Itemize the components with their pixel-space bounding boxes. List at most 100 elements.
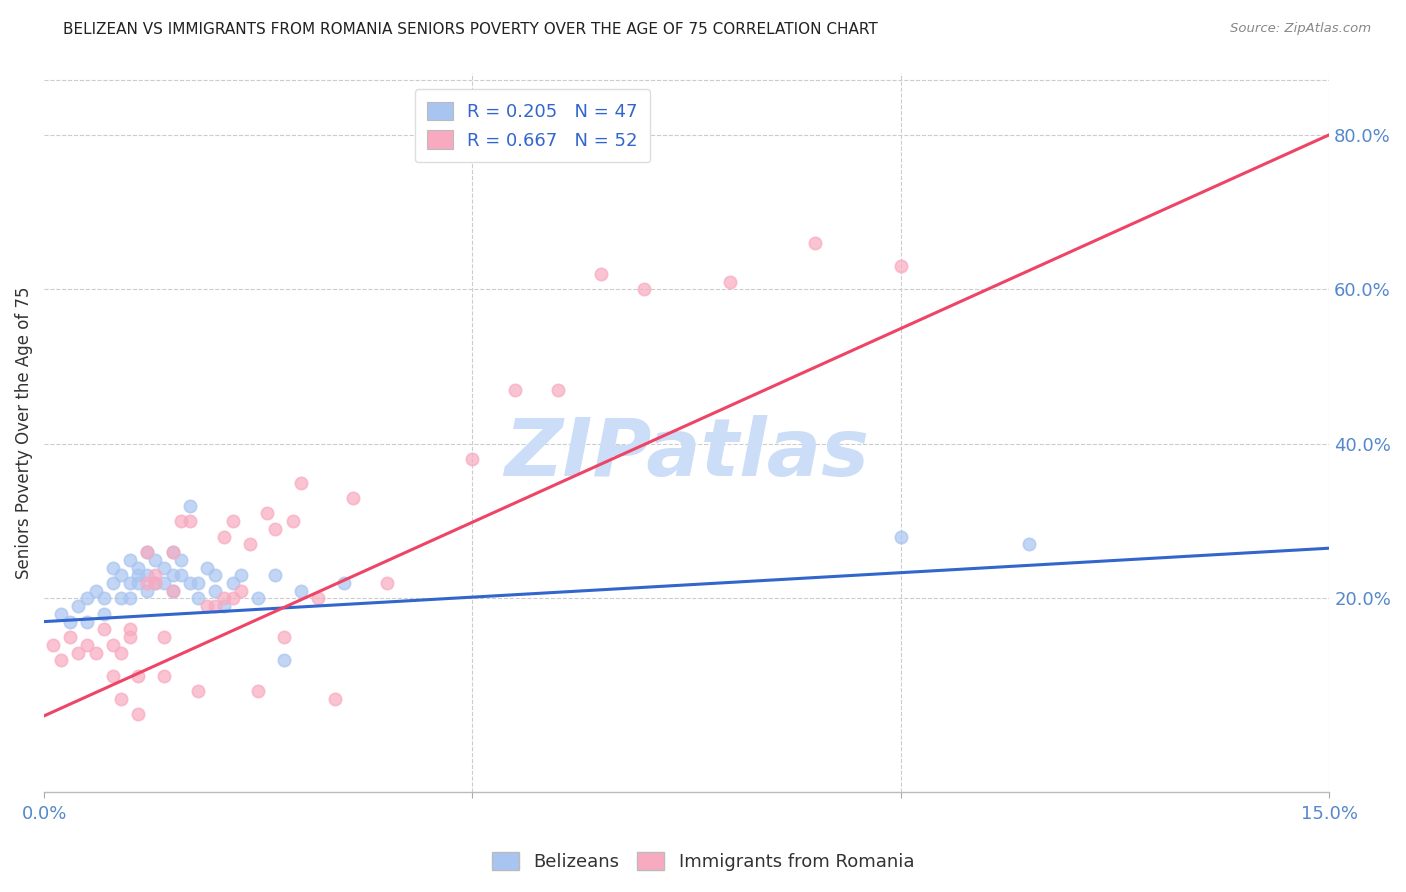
Point (212, 530, 235, 544)
Point (127, 568, 149, 582)
Point (127, 707, 149, 722)
Legend: R = 0.205   N = 47, R = 0.667   N = 52: R = 0.205 N = 47, R = 0.667 N = 52 (415, 89, 650, 162)
Point (135, 545, 157, 559)
Point (179, 576, 201, 591)
Point (127, 576, 149, 591)
Point (195, 599, 218, 614)
Point (231, 583, 253, 598)
Point (1018, 537, 1040, 551)
Point (804, 235, 827, 250)
Point (325, 691, 347, 706)
Point (118, 591, 141, 606)
Point (247, 684, 270, 698)
Point (51, 607, 73, 621)
Point (204, 568, 226, 582)
Point (153, 668, 176, 682)
Point (204, 599, 226, 614)
Point (333, 576, 356, 591)
Point (110, 691, 132, 706)
Point (145, 576, 167, 591)
Point (290, 583, 312, 598)
Point (195, 560, 218, 574)
Point (204, 583, 226, 598)
Point (93, 607, 115, 621)
Text: BELIZEAN VS IMMIGRANTS FROM ROMANIA SENIORS POVERTY OVER THE AGE OF 75 CORRELATI: BELIZEAN VS IMMIGRANTS FROM ROMANIA SENI… (63, 22, 877, 37)
Point (76, 638, 98, 652)
Point (59, 615, 82, 629)
Point (118, 623, 141, 637)
Point (101, 668, 124, 682)
Point (179, 514, 201, 528)
Point (461, 452, 484, 467)
Point (589, 267, 612, 281)
Point (162, 568, 184, 582)
Point (118, 553, 141, 567)
Point (264, 568, 287, 582)
Point (135, 583, 157, 598)
Point (93, 591, 115, 606)
Point (84, 583, 107, 598)
Point (84, 646, 107, 660)
Point (187, 576, 209, 591)
Point (221, 514, 243, 528)
Point (67, 599, 90, 614)
Point (127, 560, 149, 574)
Point (153, 576, 176, 591)
Point (170, 514, 193, 528)
Point (41, 638, 63, 652)
Point (118, 576, 141, 591)
Point (67, 646, 90, 660)
Y-axis label: Seniors Poverty Over the Age of 75: Seniors Poverty Over the Age of 75 (15, 286, 32, 579)
Point (51, 653, 73, 667)
Point (890, 259, 912, 273)
Point (273, 630, 295, 644)
Point (256, 507, 278, 521)
Legend: Belizeans, Immigrants from Romania: Belizeans, Immigrants from Romania (485, 845, 921, 879)
Point (187, 684, 209, 698)
Point (273, 653, 295, 667)
Point (118, 630, 141, 644)
Point (127, 668, 149, 682)
Point (153, 560, 176, 574)
Point (221, 591, 243, 606)
Point (162, 583, 184, 598)
Point (221, 576, 243, 591)
Point (110, 591, 132, 606)
Point (101, 638, 124, 652)
Point (110, 568, 132, 582)
Point (76, 615, 98, 629)
Point (547, 383, 569, 397)
Point (162, 545, 184, 559)
Point (281, 514, 304, 528)
Point (187, 591, 209, 606)
Point (110, 646, 132, 660)
Point (59, 630, 82, 644)
Point (890, 530, 912, 544)
Point (135, 568, 157, 582)
Point (505, 383, 527, 397)
Point (212, 591, 235, 606)
Point (76, 591, 98, 606)
Point (264, 522, 287, 536)
Point (231, 568, 253, 582)
Point (342, 491, 364, 505)
Text: ZIPatlas: ZIPatlas (505, 415, 869, 493)
Point (239, 537, 262, 551)
Point (212, 599, 235, 614)
Point (162, 583, 184, 598)
Point (101, 560, 124, 574)
Point (170, 568, 193, 582)
Point (290, 475, 312, 490)
Point (145, 576, 167, 591)
Point (162, 545, 184, 559)
Point (101, 576, 124, 591)
Point (307, 591, 329, 606)
Point (633, 282, 655, 296)
Point (153, 630, 176, 644)
Point (718, 275, 741, 289)
Text: Source: ZipAtlas.com: Source: ZipAtlas.com (1230, 22, 1371, 36)
Point (170, 553, 193, 567)
Point (93, 623, 115, 637)
Point (145, 553, 167, 567)
Point (247, 591, 270, 606)
